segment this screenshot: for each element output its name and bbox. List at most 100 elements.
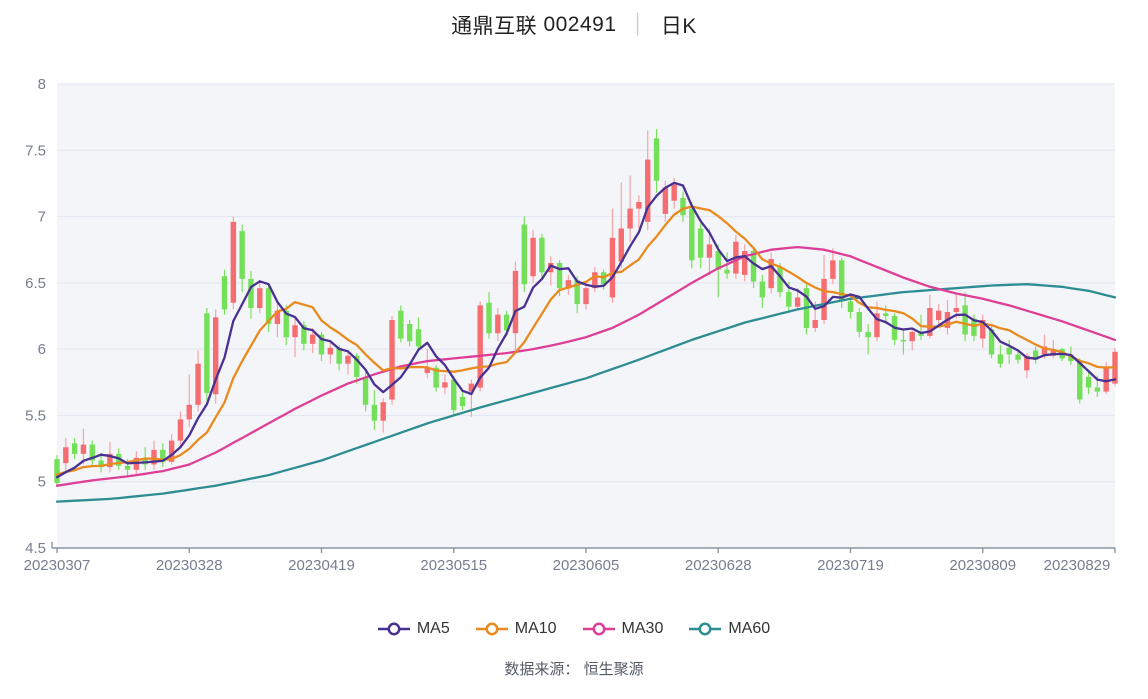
candle-down bbox=[116, 453, 122, 466]
candle-up bbox=[706, 244, 713, 258]
legend-marker-icon bbox=[689, 622, 722, 636]
legend-marker-icon bbox=[377, 622, 410, 636]
candle-up bbox=[618, 228, 624, 262]
candle-up bbox=[512, 270, 519, 334]
candle-down bbox=[1032, 350, 1039, 360]
candle-down bbox=[459, 396, 466, 407]
y-axis-label: 5 bbox=[38, 474, 46, 491]
candle-up bbox=[213, 317, 219, 395]
legend-item-ma10[interactable]: MA10 bbox=[475, 620, 557, 638]
legend-label: MA10 bbox=[514, 620, 557, 637]
candle-up bbox=[812, 319, 818, 328]
candle-down bbox=[239, 231, 245, 279]
candle-up bbox=[107, 453, 113, 468]
candle-down bbox=[486, 302, 492, 334]
candle-down bbox=[398, 310, 404, 339]
candle-up bbox=[195, 363, 201, 405]
candle-down bbox=[283, 310, 289, 338]
candle-up bbox=[477, 305, 483, 388]
candle-down bbox=[971, 318, 977, 336]
x-axis-label: 20230719 bbox=[817, 557, 884, 574]
candle-up bbox=[662, 187, 669, 214]
kline-chart[interactable]: 8 7.5 7 6.5 6 5.5 5 4.5 20230307 20230328 20230419… bbox=[0, 50, 1148, 578]
candle-down bbox=[433, 367, 439, 388]
x-axis: 20230307 20230328 20230419 20230515 20230605… bbox=[24, 542, 1116, 574]
candle-up bbox=[151, 449, 157, 465]
candle-up bbox=[927, 308, 933, 336]
candle-down bbox=[653, 138, 660, 181]
stock-name: 通鼎互联 bbox=[451, 15, 538, 38]
x-axis-label: 20230515 bbox=[420, 557, 487, 574]
candle-up bbox=[821, 278, 827, 320]
candle-up bbox=[742, 251, 748, 275]
legend-marker-icon bbox=[582, 622, 615, 636]
candle-up bbox=[1050, 349, 1056, 356]
candle-down bbox=[89, 444, 95, 461]
title-separator: │ bbox=[632, 14, 645, 35]
candle-up bbox=[1024, 355, 1030, 371]
candle-down bbox=[406, 323, 413, 342]
candle-down bbox=[221, 276, 228, 310]
chart-legend: MA5 MA10 MA30 MA60 bbox=[0, 620, 1148, 638]
candle-down bbox=[715, 251, 721, 270]
x-axis-label: 20230307 bbox=[24, 557, 91, 574]
candle-down bbox=[54, 459, 60, 484]
legend-item-ma5[interactable]: MA5 bbox=[377, 620, 450, 638]
y-axis-label: 7.5 bbox=[25, 142, 46, 159]
candle-up bbox=[645, 159, 651, 222]
candle-up bbox=[63, 447, 69, 464]
ma5-line bbox=[55, 181, 1117, 479]
candle-down bbox=[1006, 347, 1012, 355]
x-axis-label: 20230829 bbox=[1044, 557, 1111, 574]
candle-down bbox=[1015, 354, 1021, 360]
candle-up bbox=[442, 382, 448, 388]
candle-down bbox=[1068, 354, 1074, 362]
candle-up bbox=[794, 297, 801, 307]
candle-up bbox=[292, 325, 298, 338]
candle-down bbox=[689, 208, 695, 261]
candle-down bbox=[204, 313, 210, 393]
legend-label: MA5 bbox=[416, 620, 450, 637]
candle-down bbox=[124, 465, 131, 470]
candle-up bbox=[830, 260, 836, 279]
candle-down bbox=[142, 457, 148, 465]
legend-label: MA30 bbox=[621, 620, 664, 637]
y-axis-label: 7 bbox=[38, 209, 46, 226]
candle-down bbox=[1085, 376, 1092, 388]
candle-up bbox=[592, 272, 598, 289]
candle-up bbox=[935, 310, 942, 320]
candle-down bbox=[362, 376, 369, 405]
candle-up bbox=[309, 334, 316, 344]
candle-up bbox=[953, 308, 959, 313]
candle-down bbox=[336, 347, 342, 364]
candle-down bbox=[265, 288, 272, 324]
candle-down bbox=[900, 339, 907, 342]
legend-item-ma30[interactable]: MA30 bbox=[582, 620, 664, 638]
candle-down bbox=[697, 228, 704, 258]
candle-up bbox=[345, 355, 351, 364]
x-axis-label: 20230628 bbox=[685, 557, 752, 574]
candle-up bbox=[1041, 346, 1048, 355]
candle-down bbox=[988, 329, 995, 355]
candle-down bbox=[838, 260, 845, 302]
candle-down bbox=[503, 314, 510, 331]
candle-down bbox=[724, 269, 730, 274]
candle-up bbox=[609, 237, 616, 298]
legend-label: MA60 bbox=[728, 620, 771, 637]
candle-down bbox=[415, 329, 422, 347]
candle-up bbox=[168, 440, 175, 462]
x-axis-label: 20230809 bbox=[949, 557, 1016, 574]
candle-up bbox=[530, 237, 536, 277]
data-source-name: 恒生聚源 bbox=[583, 661, 644, 678]
candle-down bbox=[962, 305, 968, 335]
legend-item-ma60[interactable]: MA60 bbox=[689, 620, 770, 638]
period-label: 日K bbox=[660, 15, 697, 38]
candle-down bbox=[71, 443, 78, 454]
candle-down bbox=[556, 262, 563, 289]
y-axis-label: 8 bbox=[38, 76, 46, 93]
candle-down bbox=[680, 198, 686, 216]
candle-down bbox=[997, 354, 1004, 364]
candle-up bbox=[177, 419, 184, 441]
candle-down bbox=[248, 278, 254, 309]
candle-up bbox=[768, 258, 774, 289]
